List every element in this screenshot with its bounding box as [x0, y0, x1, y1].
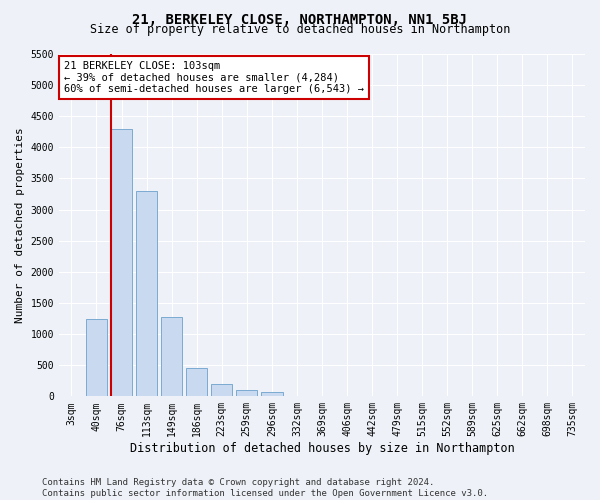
Bar: [261, 392, 283, 396]
Bar: [161, 318, 182, 396]
Bar: [236, 390, 257, 396]
Bar: [136, 191, 157, 396]
Bar: [86, 318, 107, 396]
Bar: [186, 368, 208, 396]
X-axis label: Distribution of detached houses by size in Northampton: Distribution of detached houses by size …: [130, 442, 514, 455]
Bar: [211, 384, 232, 396]
Text: 21 BERKELEY CLOSE: 103sqm
← 39% of detached houses are smaller (4,284)
60% of se: 21 BERKELEY CLOSE: 103sqm ← 39% of detac…: [64, 61, 364, 94]
Text: Size of property relative to detached houses in Northampton: Size of property relative to detached ho…: [90, 22, 510, 36]
Bar: [111, 128, 132, 396]
Y-axis label: Number of detached properties: Number of detached properties: [15, 128, 25, 323]
Text: 21, BERKELEY CLOSE, NORTHAMPTON, NN1 5BJ: 21, BERKELEY CLOSE, NORTHAMPTON, NN1 5BJ: [133, 12, 467, 26]
Text: Contains HM Land Registry data © Crown copyright and database right 2024.
Contai: Contains HM Land Registry data © Crown c…: [42, 478, 488, 498]
